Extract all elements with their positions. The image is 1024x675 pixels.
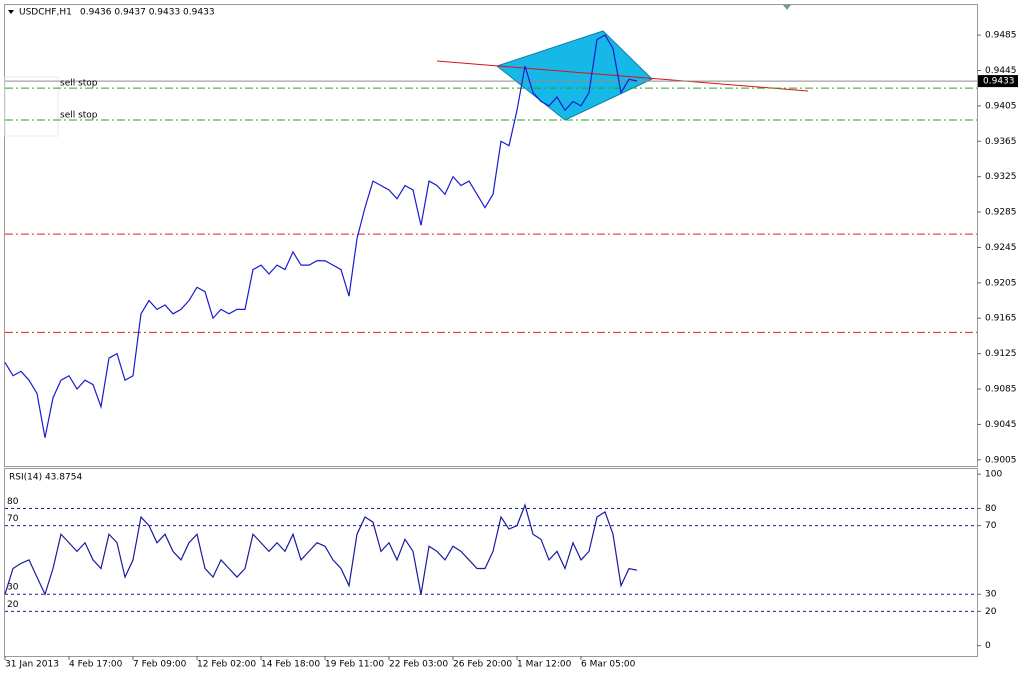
price-tag-label: 0.9433 [983, 77, 1015, 87]
y-tick-label: 0.9365 [985, 137, 1017, 147]
level-label: 30 [7, 583, 19, 593]
y-tick-label: 0.9445 [985, 66, 1017, 76]
trend-line [436, 60, 809, 92]
y-tick-label: 0.9165 [985, 314, 1017, 324]
rsi-title: RSI(14) 43.8754 [9, 473, 82, 483]
x-tick-label: 6 Mar 05:00 [581, 660, 636, 670]
y-tick-label: 0.9005 [985, 455, 1017, 465]
x-tick-label: 31 Jan 2013 [5, 660, 59, 670]
y-tick-label: 0.9325 [985, 172, 1017, 182]
chart-title: USDCHF,H1 [19, 8, 72, 18]
y-tick-label: 0.9085 [985, 385, 1017, 395]
y-tick-label: 100 [985, 470, 1002, 480]
y-tick-label: 20 [985, 607, 997, 617]
price-tag [978, 75, 1018, 88]
menu-arrow[interactable] [8, 10, 14, 14]
shift-marker [783, 5, 791, 10]
x-tick-label: 7 Feb 09:00 [133, 660, 187, 670]
y-tick-label: 70 [985, 521, 997, 531]
y-tick-label: 0.9045 [985, 420, 1017, 430]
y-tick-label: 0.9485 [985, 31, 1017, 41]
y-tick-label: 0 [985, 641, 991, 651]
y-tick-label: 0.9205 [985, 278, 1017, 288]
x-tick-label: 4 Feb 17:00 [69, 660, 123, 670]
x-tick-label: 22 Feb 03:00 [389, 660, 448, 670]
chart-subtitle: 0.9436 0.9437 0.9433 0.9433 [80, 8, 215, 18]
price-panel [4, 4, 978, 467]
level-label: 80 [7, 497, 19, 507]
price-line [4, 34, 638, 438]
y-tick-label: 80 [985, 504, 997, 514]
x-tick-label: 12 Feb 02:00 [197, 660, 256, 670]
x-tick-label: 26 Feb 20:00 [453, 660, 512, 670]
y-tick-label: 0.9405 [985, 101, 1017, 111]
price-line [4, 503, 638, 596]
level-label: 70 [7, 514, 19, 524]
x-tick-label: 1 Mar 12:00 [517, 660, 572, 670]
y-tick-label: 30 [985, 590, 997, 600]
rsi-panel [4, 468, 978, 657]
y-tick-label: 0.9245 [985, 243, 1017, 253]
y-tick-label: 0.9285 [985, 208, 1017, 218]
x-tick-label: 14 Feb 18:00 [261, 660, 320, 670]
level-label: sell stop [60, 111, 98, 121]
y-tick-label: 0.9125 [985, 349, 1017, 359]
x-tick-label: 19 Feb 11:00 [325, 660, 384, 670]
level-label: 20 [7, 600, 19, 610]
level-label: sell stop [60, 79, 98, 89]
blank-box [4, 76, 59, 137]
